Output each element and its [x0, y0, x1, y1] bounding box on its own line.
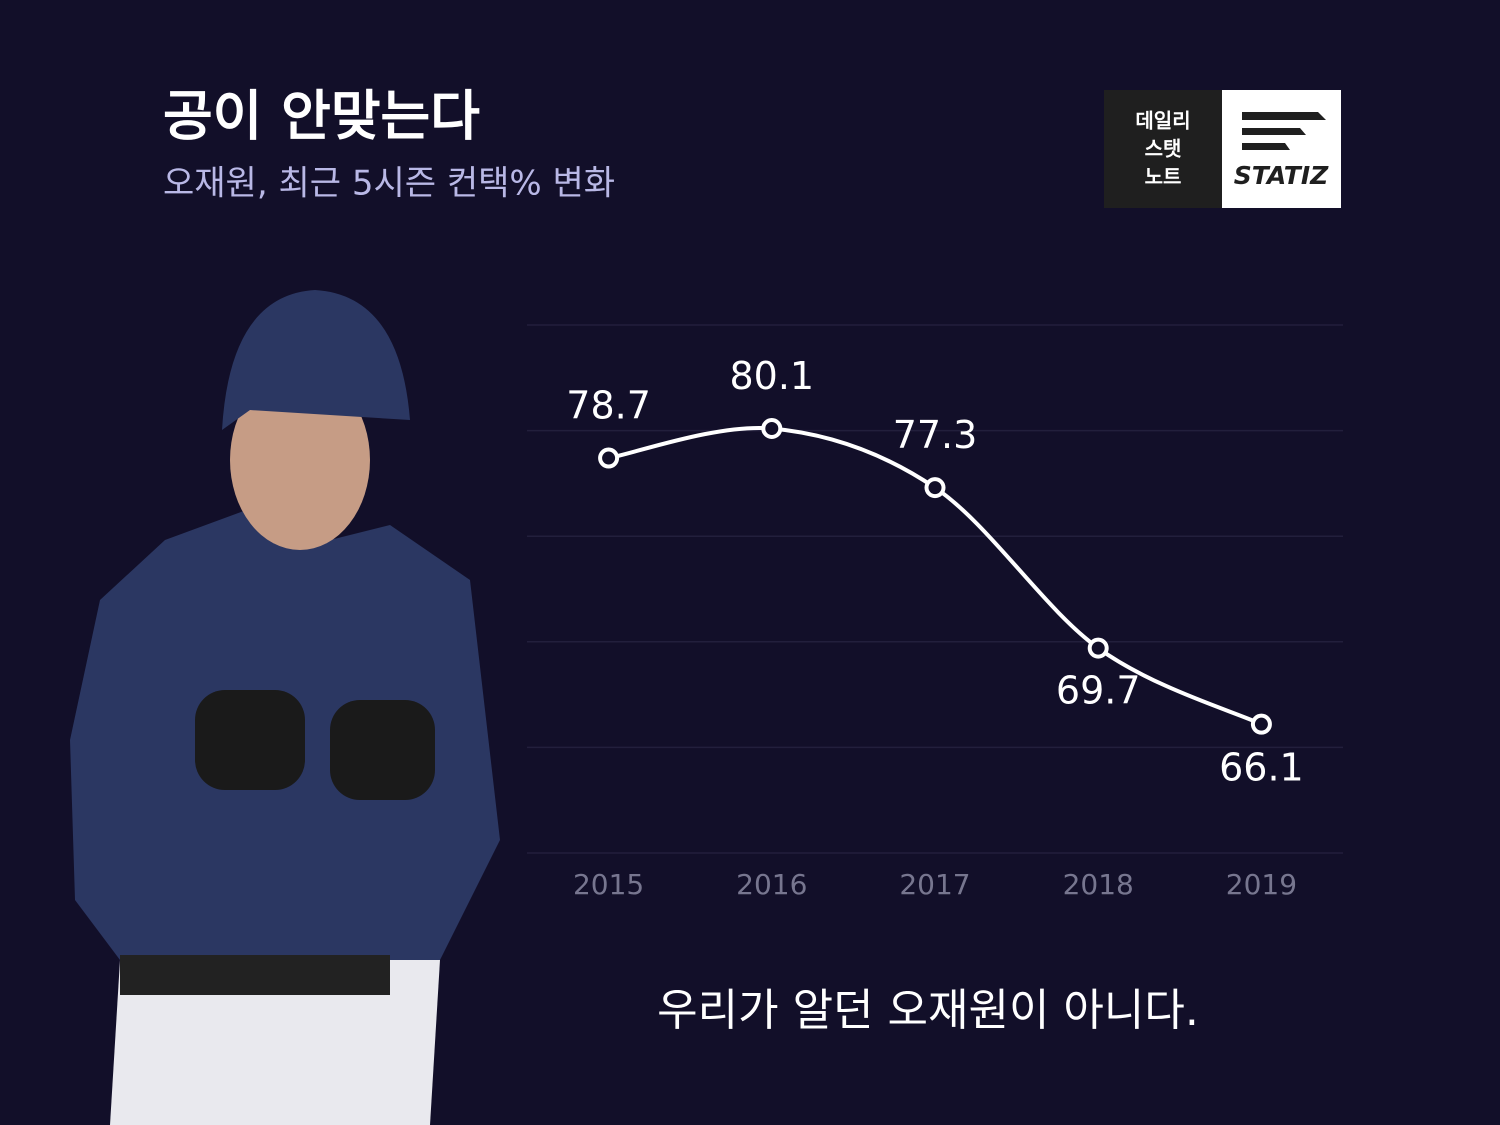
- point: [924, 477, 946, 499]
- point: [761, 417, 783, 439]
- value-label: 80.1: [729, 354, 814, 398]
- caption: 우리가 알던 오재원이 아니다.: [657, 985, 1199, 1036]
- player-photo: [70, 290, 500, 1125]
- logo-text: 스탯: [1145, 137, 1182, 161]
- title: 공이 안맞는다: [163, 85, 480, 148]
- point: [1250, 713, 1272, 735]
- glove: [195, 690, 305, 790]
- x-tick-label: 2015: [573, 868, 644, 901]
- value-label: 78.7: [566, 384, 651, 428]
- x-tick-label: 2018: [1063, 868, 1134, 901]
- belt: [120, 955, 390, 995]
- glove: [330, 700, 435, 800]
- point: [598, 447, 620, 469]
- x-tick-label: 2016: [736, 868, 807, 901]
- value-label: 77.3: [893, 413, 978, 457]
- logo-brand: STATIZ: [1234, 161, 1329, 190]
- pants: [110, 960, 440, 1125]
- logo-text: 데일리: [1135, 109, 1190, 133]
- value-label: 69.7: [1056, 669, 1141, 713]
- logo: 데일리 스탯 노트 STATIZ: [1104, 90, 1341, 208]
- line-chart: 2015 2016 2017 2018 2019 78.7 80.1 77.3 69.7 66.1: [527, 324, 1343, 901]
- x-tick-label: 2019: [1226, 868, 1297, 901]
- x-tick-label: 2017: [899, 868, 970, 901]
- logo-text: 노트: [1145, 165, 1182, 189]
- logo-stripes: [1242, 112, 1326, 150]
- value-label: 66.1: [1219, 746, 1304, 790]
- helmet: [222, 290, 410, 430]
- subtitle: 오재원, 최근 5시즌 컨택% 변화: [163, 164, 615, 204]
- point: [1087, 637, 1109, 659]
- logo-dark-box: [1104, 90, 1222, 208]
